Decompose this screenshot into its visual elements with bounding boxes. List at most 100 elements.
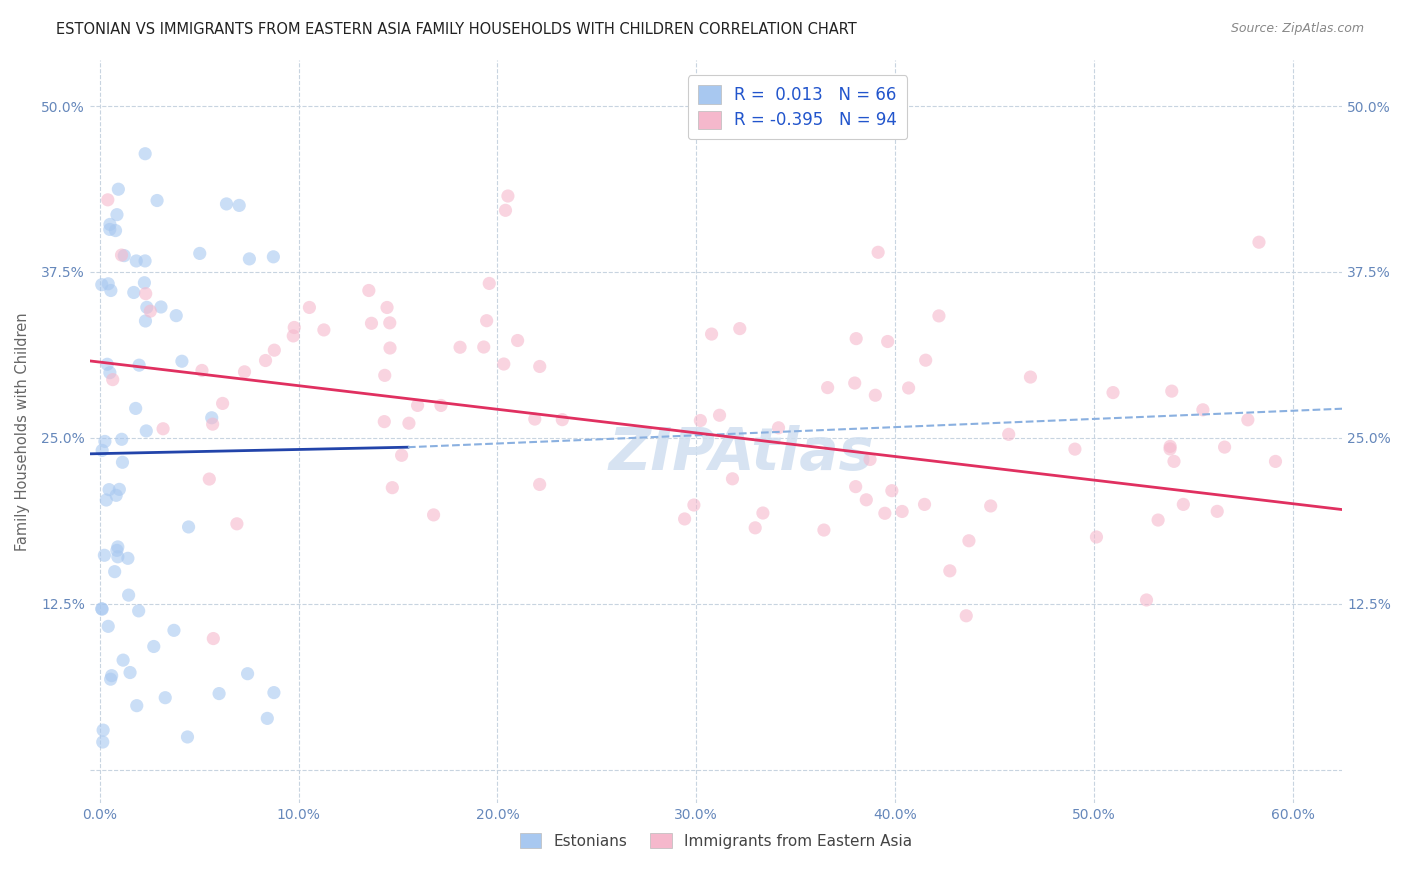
Point — [689, 413, 711, 427]
Point — [859, 452, 882, 467]
Point — [752, 506, 775, 520]
Point — [208, 687, 231, 701]
Text: Source: ZipAtlas.com: Source: ZipAtlas.com — [1230, 22, 1364, 36]
Point — [472, 340, 495, 354]
Point — [97, 193, 120, 207]
Point — [202, 632, 225, 646]
Point — [298, 301, 321, 315]
Point — [96, 357, 118, 371]
Point — [134, 254, 156, 268]
Point — [238, 252, 260, 266]
Point — [201, 417, 224, 432]
Point — [128, 358, 150, 372]
Point — [108, 483, 131, 497]
Point — [165, 309, 187, 323]
Point — [1064, 442, 1087, 457]
Point — [135, 301, 157, 315]
Point — [844, 376, 866, 390]
Point — [914, 497, 936, 511]
Point — [939, 564, 962, 578]
Point — [112, 653, 135, 667]
Point — [107, 549, 129, 564]
Point — [98, 483, 121, 497]
Point — [262, 250, 284, 264]
Point — [375, 301, 398, 315]
Point — [155, 690, 177, 705]
Point — [673, 512, 696, 526]
Point — [211, 396, 233, 410]
Point — [360, 316, 382, 330]
Point — [201, 410, 224, 425]
Point — [449, 340, 471, 354]
Point — [406, 399, 429, 413]
Point — [98, 222, 121, 236]
Point — [1247, 235, 1270, 250]
Point — [897, 381, 920, 395]
Point — [97, 619, 120, 633]
Point — [391, 448, 413, 462]
Point — [122, 285, 145, 300]
Point — [873, 506, 896, 520]
Point — [768, 421, 790, 435]
Point — [378, 316, 401, 330]
Point — [215, 197, 238, 211]
Point — [914, 353, 936, 368]
Point — [1192, 402, 1215, 417]
Point — [551, 412, 574, 426]
Point — [236, 666, 259, 681]
Point — [928, 309, 950, 323]
Point — [876, 334, 898, 349]
Point — [98, 366, 121, 380]
Point — [506, 334, 529, 348]
Point — [700, 327, 723, 342]
Point — [283, 329, 305, 343]
Point — [188, 246, 211, 260]
Point — [176, 730, 198, 744]
Point — [104, 223, 127, 237]
Point — [134, 146, 156, 161]
Legend: Estonians, Immigrants from Eastern Asia: Estonians, Immigrants from Eastern Asia — [513, 827, 918, 855]
Point — [139, 304, 162, 318]
Y-axis label: Family Households with Children: Family Households with Children — [15, 312, 30, 550]
Point — [955, 608, 977, 623]
Point — [980, 499, 1002, 513]
Point — [100, 668, 122, 682]
Point — [125, 698, 148, 713]
Point — [529, 359, 551, 374]
Point — [104, 565, 127, 579]
Point — [683, 498, 706, 512]
Point — [191, 363, 214, 377]
Point — [1213, 440, 1236, 454]
Point — [357, 284, 380, 298]
Point — [529, 477, 551, 491]
Point — [94, 434, 117, 449]
Text: ESTONIAN VS IMMIGRANTS FROM EASTERN ASIA FAMILY HOUSEHOLDS WITH CHILDREN CORRELA: ESTONIAN VS IMMIGRANTS FROM EASTERN ASIA… — [56, 22, 858, 37]
Point — [845, 332, 868, 346]
Point — [98, 218, 121, 232]
Point — [263, 685, 285, 699]
Point — [170, 354, 193, 368]
Point — [96, 493, 118, 508]
Point — [146, 194, 169, 208]
Point — [198, 472, 221, 486]
Point — [1163, 454, 1185, 468]
Point — [475, 314, 498, 328]
Point — [134, 276, 156, 290]
Point — [817, 381, 839, 395]
Point — [430, 399, 453, 413]
Point — [135, 424, 157, 438]
Point — [90, 277, 112, 292]
Point — [398, 416, 420, 430]
Point — [105, 488, 128, 502]
Text: ZIPAtlas: ZIPAtlas — [609, 425, 873, 482]
Point — [709, 409, 731, 423]
Point — [100, 284, 122, 298]
Point — [124, 401, 146, 416]
Point — [728, 321, 751, 335]
Point — [107, 540, 129, 554]
Point — [957, 533, 980, 548]
Point — [381, 481, 404, 495]
Point — [495, 203, 517, 218]
Point — [118, 665, 141, 680]
Point — [90, 601, 112, 615]
